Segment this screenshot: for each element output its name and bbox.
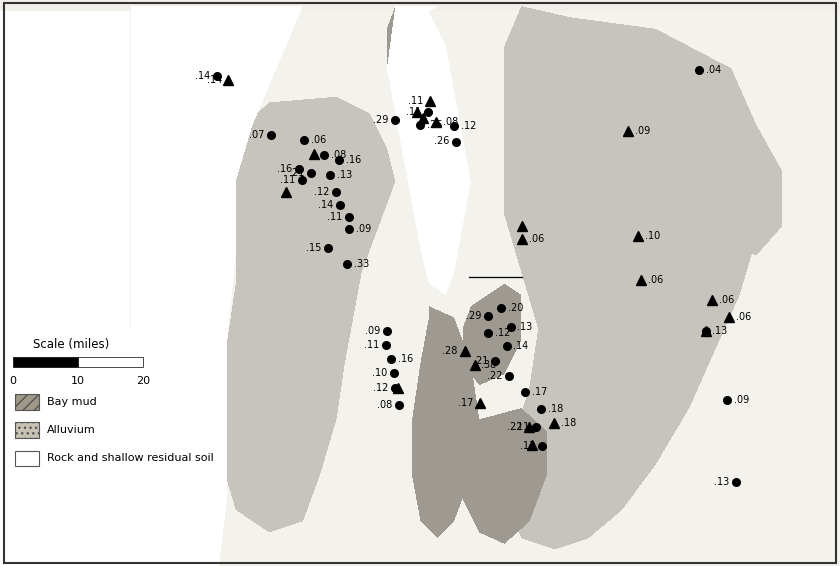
Text: .06: .06 — [648, 275, 663, 285]
Text: .13: .13 — [520, 441, 535, 451]
Text: .26: .26 — [427, 119, 442, 130]
Text: .26: .26 — [434, 136, 449, 147]
Text: .21: .21 — [473, 356, 488, 366]
Bar — [78, 357, 143, 367]
Text: .13: .13 — [337, 170, 352, 181]
Text: .20: .20 — [508, 303, 523, 313]
Text: .11: .11 — [407, 106, 422, 117]
Text: Alluvium: Alluvium — [47, 425, 96, 435]
Text: .17: .17 — [458, 398, 473, 408]
Text: .21: .21 — [289, 168, 304, 178]
Text: .08: .08 — [377, 400, 392, 410]
Text: Scale (miles): Scale (miles) — [34, 338, 109, 351]
Text: .10: .10 — [372, 368, 387, 378]
Text: .12: .12 — [495, 328, 510, 338]
Text: Bay mud: Bay mud — [47, 397, 97, 407]
Text: .29: .29 — [466, 311, 481, 321]
Bar — [15, 422, 39, 438]
Text: .13: .13 — [517, 321, 533, 332]
Bar — [13, 357, 77, 367]
Text: 10: 10 — [71, 376, 85, 386]
Text: .13: .13 — [712, 326, 727, 336]
Text: .14: .14 — [318, 200, 333, 210]
Text: Rock and shallow residual soil: Rock and shallow residual soil — [47, 453, 214, 464]
Text: .06: .06 — [719, 295, 734, 305]
Text: .12: .12 — [314, 187, 329, 198]
Text: .08: .08 — [331, 149, 346, 160]
Text: .17: .17 — [532, 387, 547, 397]
Text: .09: .09 — [635, 126, 650, 136]
Bar — [15, 451, 39, 466]
Text: .18: .18 — [548, 404, 563, 414]
Text: .04: .04 — [706, 65, 721, 75]
Text: .22: .22 — [487, 371, 502, 381]
Text: .16: .16 — [346, 155, 361, 165]
Text: .06: .06 — [736, 312, 751, 322]
Text: .13: .13 — [714, 477, 729, 487]
Text: .14: .14 — [195, 71, 210, 82]
Text: .14: .14 — [513, 341, 528, 351]
Text: .33: .33 — [354, 259, 369, 269]
Text: .09: .09 — [365, 326, 381, 336]
Text: .09: .09 — [734, 395, 749, 405]
Text: .06: .06 — [311, 135, 326, 145]
Text: .10: .10 — [645, 231, 660, 241]
Text: .16: .16 — [398, 354, 413, 365]
Text: .07: .07 — [249, 130, 265, 140]
Text: .08: .08 — [443, 117, 458, 127]
Text: .38: .38 — [481, 359, 496, 370]
Text: .11: .11 — [514, 422, 529, 432]
Text: .16: .16 — [277, 164, 292, 174]
Text: .15: .15 — [306, 243, 321, 253]
Text: .11: .11 — [281, 175, 296, 185]
Text: 20: 20 — [136, 376, 150, 386]
Text: .18: .18 — [561, 418, 576, 428]
Text: .11: .11 — [364, 340, 379, 350]
Text: 0: 0 — [9, 376, 16, 386]
Text: .12: .12 — [373, 383, 388, 393]
Bar — [15, 394, 39, 410]
Text: .22: .22 — [507, 422, 522, 432]
Text: .28: .28 — [443, 346, 458, 356]
Bar — [0, 328, 168, 566]
Text: .29: .29 — [373, 115, 388, 125]
Text: .11: .11 — [408, 96, 423, 106]
Text: .06: .06 — [529, 234, 544, 244]
Text: .12: .12 — [461, 121, 476, 131]
Text: .14: .14 — [207, 75, 222, 85]
Text: .09: .09 — [356, 224, 371, 234]
Text: .11: .11 — [327, 212, 342, 222]
